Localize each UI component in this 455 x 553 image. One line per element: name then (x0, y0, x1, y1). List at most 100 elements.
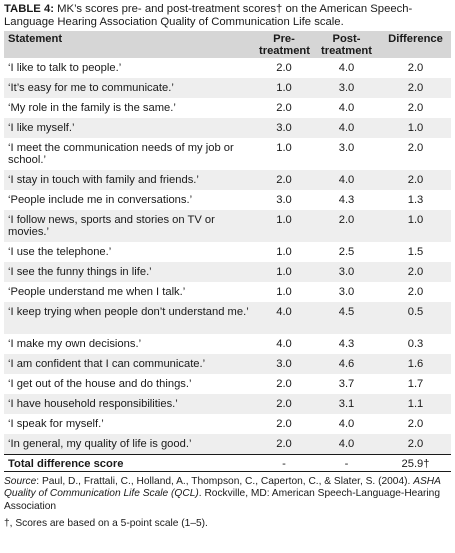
difference-cell: 1.0 (407, 122, 424, 134)
footnote: †, Scores are based on a 5-point scale (… (4, 518, 208, 529)
table-row: ‘I get out of the house and do things.’ 2… (4, 374, 451, 394)
difference-cell: 0.5 (407, 306, 424, 318)
pre-treatment-cell: 2.0 (276, 174, 292, 186)
statement-cell: ‘I like myself.’ (8, 122, 75, 134)
caption-label: TABLE 4: (4, 3, 54, 15)
table-row: ‘I like myself.’ 3.0 4.0 1.0 (4, 118, 451, 138)
pre-treatment-cell: 3.0 (276, 358, 292, 370)
post-treatment-cell: 4.0 (338, 62, 355, 74)
table-row: ‘I use the telephone.’ 1.0 2.5 1.5 (4, 242, 451, 262)
statement-cell: ‘I meet the communication needs of my jo… (8, 142, 234, 166)
pre-treatment-cell: 3.0 (276, 122, 292, 134)
post-treatment-cell: 3.0 (338, 286, 355, 298)
statement-cell: ‘My role in the family is the same.’ (8, 102, 176, 114)
total-post: - (313, 453, 380, 472)
source-note: Source: Paul, D., Frattali, C., Holland,… (4, 476, 451, 514)
total-difference: 25.9† (380, 453, 451, 472)
post-treatment-cell: 3.7 (338, 378, 355, 390)
source-text-b: . Rockville, MD: American Speech-Languag… (4, 488, 441, 512)
statement-cell: ‘People include me in conversations.’ (8, 194, 193, 206)
statement-cell: ‘In general, my quality of life is good.… (8, 438, 192, 450)
difference-cell: 2.0 (407, 102, 424, 114)
pre-treatment-cell: 1.0 (276, 214, 292, 226)
header-pre-treatment: Pre-treatment (259, 33, 310, 57)
statement-cell: ‘I make my own decisions.’ (8, 338, 142, 350)
pre-treatment-cell: 1.0 (276, 82, 292, 94)
difference-cell: 1.5 (407, 246, 424, 258)
post-treatment-cell: 3.0 (338, 82, 355, 94)
scores-table: Statement Pre-treatment Post-treatment D… (4, 31, 451, 472)
table-body: ‘I like to talk to people.’ 2.0 4.0 2.0 ‘It’… (4, 58, 451, 472)
difference-cell: 1.6 (407, 358, 424, 370)
pre-treatment-cell: 3.0 (276, 194, 292, 206)
table-row: ‘I see the funny things in life.’ 1.0 3.0 2… (4, 262, 451, 282)
table-row: ‘People include me in conversations.’ 3.0… (4, 190, 451, 210)
statement-cell: ‘I follow news, sports and stories on TV… (8, 214, 215, 238)
table-row: ‘I keep trying when people don’t underst… (4, 302, 451, 334)
table-header-row: Statement Pre-treatment Post-treatment D… (4, 31, 451, 58)
table-row: ‘My role in the family is the same.’ 2.0 4… (4, 98, 451, 118)
post-treatment-cell: 3.0 (338, 142, 355, 154)
pre-treatment-cell: 4.0 (276, 338, 292, 350)
difference-cell: 2.0 (407, 286, 424, 298)
statement-cell: ‘I like to talk to people.’ (8, 62, 122, 74)
post-treatment-cell: 4.0 (338, 438, 355, 450)
statement-cell: ‘I am confident that I can communicate.’ (8, 358, 206, 370)
statement-cell: ‘It’s easy for me to communicate.’ (8, 82, 174, 94)
pre-treatment-cell: 1.0 (276, 246, 292, 258)
post-treatment-cell: 3.0 (338, 266, 355, 278)
post-treatment-cell: 4.6 (338, 358, 355, 370)
source-label: Source (4, 475, 37, 487)
difference-cell: 0.3 (407, 338, 424, 350)
table-row: ‘In general, my quality of life is good.… (4, 434, 451, 454)
difference-cell: 2.0 (407, 62, 424, 74)
total-label: Total difference score (4, 453, 255, 472)
difference-cell: 1.0 (407, 214, 424, 226)
pre-treatment-cell: 2.0 (276, 62, 292, 74)
post-treatment-cell: 4.0 (338, 418, 355, 430)
statement-cell: ‘I use the telephone.’ (8, 246, 112, 258)
table-row: ‘I follow news, sports and stories on TV… (4, 210, 451, 242)
caption-text: MK’s scores pre- and post-treatment scor… (4, 3, 413, 28)
statement-cell: ‘I get out of the house and do things.’ (8, 378, 192, 390)
difference-cell: 2.0 (407, 266, 424, 278)
post-treatment-cell: 4.0 (338, 174, 355, 186)
pre-treatment-cell: 2.0 (276, 398, 292, 410)
pre-treatment-cell: 2.0 (276, 378, 292, 390)
table-row: ‘I have household responsibilities.’ 2.0 3… (4, 394, 451, 414)
statement-cell: ‘I keep trying when people don’t underst… (8, 306, 249, 318)
pre-treatment-cell: 1.0 (276, 286, 292, 298)
post-treatment-cell: 4.0 (338, 122, 355, 134)
difference-cell: 2.0 (407, 438, 424, 450)
post-treatment-cell: 2.5 (338, 246, 355, 258)
header-difference: Difference (388, 33, 443, 45)
total-pre: - (255, 453, 313, 472)
table-row: ‘People understand me when I talk.’ 1.0 3.… (4, 282, 451, 302)
source-text-a: : Paul, D., Frattali, C., Holland, A., T… (36, 475, 414, 487)
total-row: Total difference score - - 25.9† (4, 453, 451, 472)
table-row: ‘I speak for myself.’ 2.0 4.0 2.0 (4, 414, 451, 434)
table-row: ‘I like to talk to people.’ 2.0 4.0 2.0 (4, 58, 451, 78)
post-treatment-cell: 4.0 (338, 102, 355, 114)
pre-treatment-cell: 1.0 (276, 142, 292, 154)
difference-cell: 1.1 (407, 398, 424, 410)
statement-cell: ‘I speak for myself.’ (8, 418, 104, 430)
pre-treatment-cell: 2.0 (276, 102, 292, 114)
difference-cell: 2.0 (407, 82, 424, 94)
post-treatment-cell: 2.0 (338, 214, 355, 226)
post-treatment-cell: 4.5 (338, 306, 355, 318)
pre-treatment-cell: 4.0 (276, 306, 292, 318)
post-treatment-cell: 3.1 (338, 398, 355, 410)
post-treatment-cell: 4.3 (338, 194, 355, 206)
table-row: ‘I stay in touch with family and friends… (4, 170, 451, 190)
statement-cell: ‘I have household responsibilities.’ (8, 398, 178, 410)
table-row: ‘It’s easy for me to communicate.’ 1.0 3.0… (4, 78, 451, 98)
difference-cell: 2.0 (407, 174, 424, 186)
table-row: ‘I meet the communication needs of my jo… (4, 138, 451, 170)
header-statement: Statement (8, 33, 63, 45)
pre-treatment-cell: 2.0 (276, 418, 292, 430)
pre-treatment-cell: 1.0 (276, 266, 292, 278)
pre-treatment-cell: 2.0 (276, 438, 292, 450)
table-caption: TABLE 4: MK’s scores pre- and post-treat… (4, 3, 451, 31)
header-post-treatment: Post-treatment (321, 33, 372, 57)
